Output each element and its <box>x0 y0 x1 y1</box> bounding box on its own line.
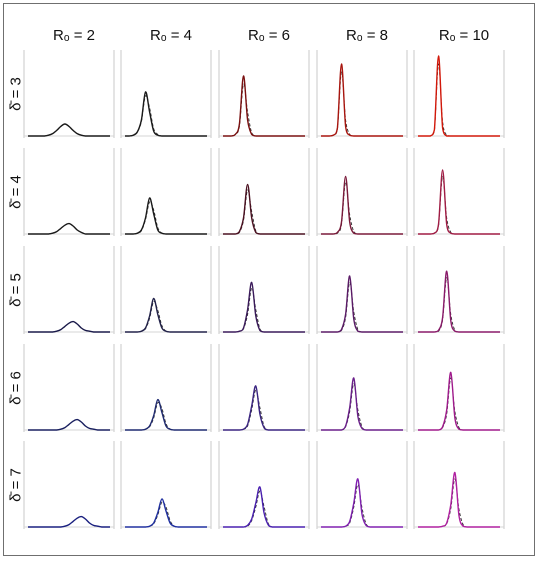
solid-series-line <box>125 498 207 528</box>
dashed-series-line <box>418 175 500 235</box>
dashed-series-line <box>418 277 500 333</box>
panel <box>23 441 115 529</box>
solid-series-line <box>418 169 500 235</box>
panel <box>218 148 310 236</box>
solid-series-line <box>28 418 110 431</box>
row-label: δ̄ = 7 <box>7 468 24 502</box>
column-label: Rₒ = 4 <box>150 27 192 44</box>
row-label: δ̄ = 3 <box>7 77 24 111</box>
dashed-series-line <box>223 389 305 431</box>
dashed-series-line <box>321 181 403 235</box>
row-label: δ̄ = 5 <box>7 273 24 307</box>
solid-series-line <box>125 297 207 333</box>
dashed-series-line <box>321 484 403 528</box>
solid-series-line <box>321 275 403 333</box>
panel <box>23 344 115 432</box>
row-label: δ̄ = 6 <box>7 371 24 405</box>
panel <box>413 344 505 432</box>
dashed-series-line <box>418 63 500 137</box>
column-label: Rₒ = 6 <box>248 27 290 44</box>
panel <box>120 441 212 529</box>
column-label: Rₒ = 10 <box>439 27 489 44</box>
solid-series-line <box>418 471 500 528</box>
panel <box>218 50 310 138</box>
panel <box>23 246 115 334</box>
dashed-series-line <box>223 83 305 137</box>
solid-series-line <box>223 75 305 137</box>
dashed-series-line <box>418 478 500 528</box>
solid-series-line <box>223 281 305 333</box>
row-label: δ̄ = 4 <box>7 175 24 209</box>
dashed-series-line <box>28 223 110 235</box>
dashed-series-line <box>223 287 305 333</box>
dashed-series-line <box>125 501 207 528</box>
panel <box>413 246 505 334</box>
panel <box>23 50 115 138</box>
panel <box>316 50 408 138</box>
solid-series-line <box>223 486 305 528</box>
panel <box>413 441 505 529</box>
column-label: Rₒ = 8 <box>346 27 388 44</box>
solid-series-line <box>418 55 500 137</box>
panel <box>316 148 408 236</box>
panel <box>413 50 505 138</box>
solid-series-line <box>321 175 403 235</box>
panel <box>316 441 408 529</box>
panel <box>120 344 212 432</box>
solid-series-line <box>28 123 110 137</box>
dashed-series-line <box>418 377 500 431</box>
panel <box>316 246 408 334</box>
panel <box>120 50 212 138</box>
panel <box>120 246 212 334</box>
figure-frame <box>3 3 535 556</box>
dashed-series-line <box>321 383 403 431</box>
dashed-series-line <box>125 201 207 235</box>
solid-series-line <box>223 385 305 431</box>
column-label: Rₒ = 2 <box>53 27 95 44</box>
panel <box>23 148 115 236</box>
solid-series-line <box>321 377 403 431</box>
solid-series-line <box>418 371 500 431</box>
dashed-series-line <box>125 95 207 137</box>
dashed-series-line <box>321 71 403 137</box>
panel <box>218 246 310 334</box>
solid-series-line <box>125 197 207 235</box>
solid-series-line <box>125 398 207 431</box>
solid-series-line <box>321 63 403 137</box>
dashed-series-line <box>321 281 403 333</box>
dashed-series-line <box>223 189 305 235</box>
solid-series-line <box>418 270 500 333</box>
dashed-series-line <box>28 516 110 528</box>
panel <box>218 441 310 529</box>
solid-series-line <box>28 515 110 528</box>
solid-series-line <box>28 222 110 235</box>
solid-series-line <box>223 183 305 235</box>
dashed-series-line <box>125 300 207 333</box>
solid-series-line <box>125 91 207 137</box>
panel <box>218 344 310 432</box>
solid-series-line <box>28 320 110 333</box>
solid-series-line <box>321 478 403 528</box>
panel <box>316 344 408 432</box>
panel <box>413 148 505 236</box>
panel <box>120 148 212 236</box>
